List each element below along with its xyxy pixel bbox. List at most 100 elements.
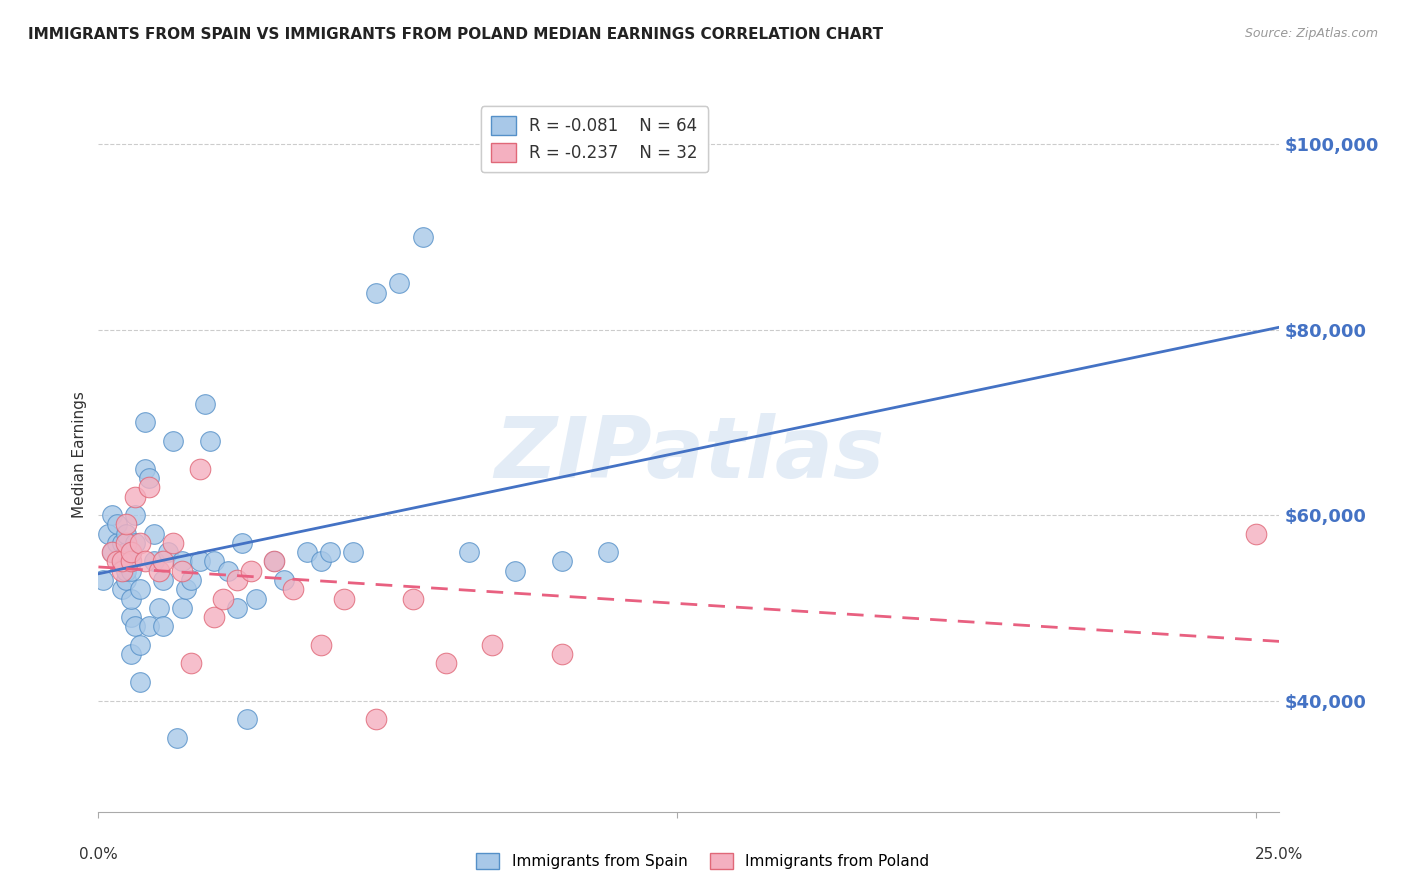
Point	[101, 545, 124, 559]
Point	[138, 619, 160, 633]
Point	[105, 517, 128, 532]
Point	[202, 610, 225, 624]
Point	[143, 554, 166, 568]
Point	[202, 554, 225, 568]
Point	[105, 554, 128, 568]
Point	[124, 619, 146, 633]
Point	[101, 545, 124, 559]
Point	[162, 434, 184, 448]
Point	[226, 573, 249, 587]
Point	[115, 573, 138, 587]
Point	[134, 554, 156, 568]
Point	[115, 517, 138, 532]
Point	[412, 230, 434, 244]
Point	[91, 573, 114, 587]
Point	[166, 731, 188, 745]
Point	[295, 545, 318, 559]
Legend: Immigrants from Spain, Immigrants from Poland: Immigrants from Spain, Immigrants from P…	[471, 847, 935, 875]
Point	[124, 508, 146, 523]
Point	[170, 554, 193, 568]
Point	[309, 638, 332, 652]
Point	[148, 600, 170, 615]
Point	[180, 657, 202, 671]
Point	[281, 582, 304, 597]
Point	[129, 638, 152, 652]
Point	[458, 545, 481, 559]
Point	[115, 536, 138, 550]
Point	[110, 582, 132, 597]
Legend: R = -0.081    N = 64, R = -0.237    N = 32: R = -0.081 N = 64, R = -0.237 N = 32	[481, 106, 707, 172]
Point	[503, 564, 526, 578]
Text: Source: ZipAtlas.com: Source: ZipAtlas.com	[1244, 27, 1378, 40]
Point	[263, 554, 285, 568]
Point	[217, 564, 239, 578]
Point	[97, 526, 120, 541]
Point	[134, 416, 156, 430]
Point	[152, 554, 174, 568]
Point	[402, 591, 425, 606]
Point	[110, 564, 132, 578]
Point	[120, 610, 142, 624]
Point	[110, 554, 132, 568]
Point	[550, 647, 572, 661]
Point	[245, 591, 267, 606]
Point	[481, 638, 503, 652]
Point	[120, 564, 142, 578]
Point	[120, 545, 142, 559]
Point	[105, 536, 128, 550]
Point	[194, 397, 217, 411]
Point	[152, 573, 174, 587]
Point	[120, 554, 142, 568]
Point	[124, 490, 146, 504]
Point	[129, 536, 152, 550]
Point	[342, 545, 364, 559]
Point	[333, 591, 356, 606]
Point	[176, 582, 198, 597]
Point	[120, 545, 142, 559]
Point	[188, 462, 211, 476]
Point	[309, 554, 332, 568]
Point	[134, 462, 156, 476]
Y-axis label: Median Earnings: Median Earnings	[72, 392, 87, 518]
Point	[156, 545, 179, 559]
Point	[170, 564, 193, 578]
Point	[143, 526, 166, 541]
Text: IMMIGRANTS FROM SPAIN VS IMMIGRANTS FROM POLAND MEDIAN EARNINGS CORRELATION CHAR: IMMIGRANTS FROM SPAIN VS IMMIGRANTS FROM…	[28, 27, 883, 42]
Point	[550, 554, 572, 568]
Point	[115, 545, 138, 559]
Point	[138, 480, 160, 494]
Point	[366, 712, 388, 726]
Point	[434, 657, 457, 671]
Point	[129, 675, 152, 690]
Point	[273, 573, 295, 587]
Point	[138, 471, 160, 485]
Point	[162, 536, 184, 550]
Point	[110, 554, 132, 568]
Point	[101, 508, 124, 523]
Point	[170, 600, 193, 615]
Point	[124, 536, 146, 550]
Text: ZIPatlas: ZIPatlas	[494, 413, 884, 497]
Point	[388, 277, 411, 291]
Point	[240, 564, 263, 578]
Point	[212, 591, 235, 606]
Point	[110, 536, 132, 550]
Point	[263, 554, 285, 568]
Point	[180, 573, 202, 587]
Point	[120, 591, 142, 606]
Point	[231, 536, 253, 550]
Text: 25.0%: 25.0%	[1256, 847, 1303, 863]
Point	[115, 564, 138, 578]
Text: 0.0%: 0.0%	[79, 847, 118, 863]
Point	[148, 564, 170, 578]
Point	[366, 285, 388, 300]
Point	[235, 712, 257, 726]
Point	[1246, 526, 1268, 541]
Point	[129, 582, 152, 597]
Point	[110, 554, 132, 568]
Point	[198, 434, 221, 448]
Point	[152, 619, 174, 633]
Point	[596, 545, 619, 559]
Point	[226, 600, 249, 615]
Point	[319, 545, 342, 559]
